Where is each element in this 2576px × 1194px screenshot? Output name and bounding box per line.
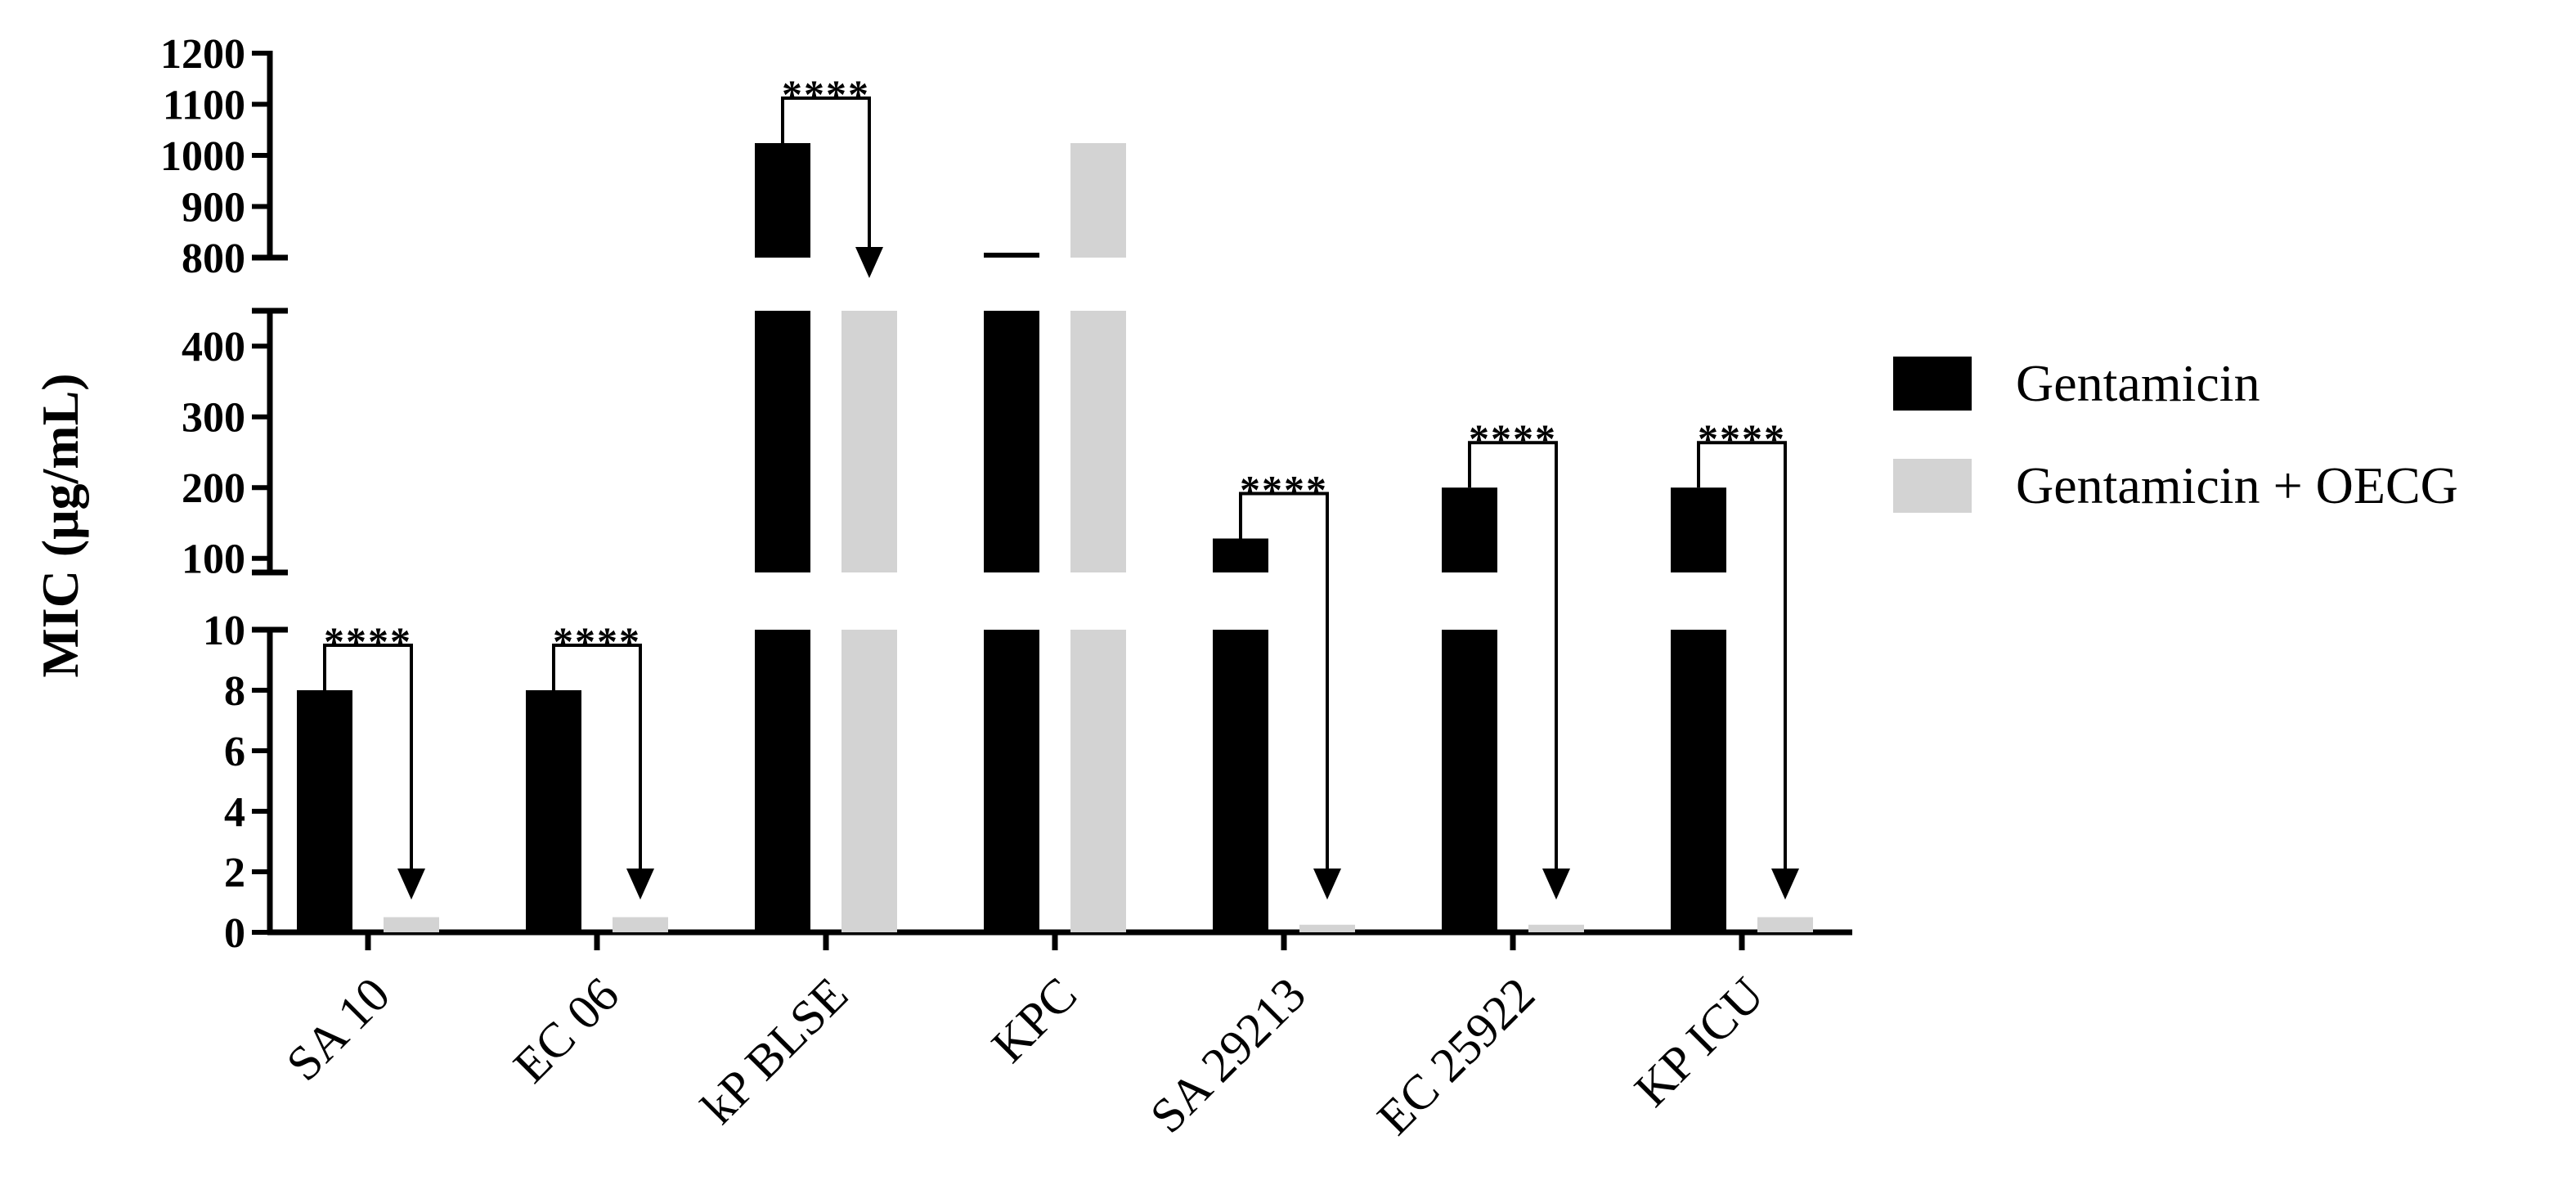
bar-gentamicin-oecg (613, 917, 668, 932)
bar-segment (1671, 630, 1726, 932)
significance-bracket (323, 644, 413, 875)
bar-gentamicin (1213, 538, 1268, 932)
bar-segment (984, 630, 1039, 932)
bar-gentamicin-oecg (841, 311, 897, 932)
bar-segment (1442, 487, 1497, 572)
significance-bracket (552, 644, 642, 875)
bar-segment (613, 917, 668, 932)
y-axis-label: MIC (μg/mL) (31, 373, 89, 677)
significance-stars: **** (1240, 466, 1328, 512)
significance-bracket (1239, 492, 1329, 875)
bar-segment (384, 917, 439, 932)
significance-annotation: **** (323, 618, 425, 900)
legend-label: Gentamicin (2016, 354, 2260, 412)
legend: Gentamicin Gentamicin + OECG (1893, 354, 2458, 514)
significance-annotation: **** (1468, 415, 1570, 900)
y-tick-label: 8 (224, 668, 245, 715)
down-arrow-icon (397, 869, 425, 900)
down-arrow-icon (1542, 869, 1570, 900)
significance-stars: **** (1469, 415, 1557, 461)
y-tick-label: 900 (182, 185, 245, 231)
significance-bracket (781, 97, 871, 254)
significance-bracket (1697, 441, 1787, 875)
significance-stars: **** (324, 618, 412, 664)
y-tick-label: 1200 (160, 31, 245, 78)
bar-gentamicin-oecg (1299, 924, 1355, 932)
bars-layer (297, 143, 1813, 932)
significance-annotation: **** (781, 71, 883, 278)
y-tick-label: 300 (182, 395, 245, 442)
legend-label: Gentamicin + OECG (2016, 456, 2458, 514)
bar-segment (1070, 630, 1126, 932)
bar-segment (841, 311, 897, 572)
legend-swatch-gentamicin (1893, 357, 1972, 411)
y-tick-label: 1100 (163, 83, 245, 129)
bar-segment (1757, 917, 1813, 932)
bar-segment (755, 630, 810, 932)
y-tick-label: 6 (224, 729, 245, 775)
bar-segment (755, 143, 810, 258)
annotations-layer: **** **** **** **** **** **** (323, 71, 1799, 900)
bar-gentamicin-oecg (1070, 143, 1126, 932)
y-tick-label: 200 (182, 465, 245, 512)
significance-annotation: **** (552, 618, 654, 900)
y-tick-label: 1000 (160, 133, 245, 180)
down-arrow-icon (1771, 869, 1799, 900)
significance-stars: **** (553, 618, 641, 664)
down-arrow-icon (626, 869, 654, 900)
significance-annotation: **** (1239, 466, 1341, 900)
bar-gentamicin (755, 143, 810, 932)
significance-bracket (1468, 441, 1558, 875)
bar-gentamicin (984, 253, 1039, 932)
bar-gentamicin-oecg (1528, 924, 1584, 932)
bar-gentamicin-oecg (1757, 917, 1813, 932)
bar-gentamicin (1442, 487, 1497, 932)
y-tick-label: 400 (182, 324, 245, 370)
bar-segment (1442, 630, 1497, 932)
bar-segment (1528, 924, 1584, 932)
significance-annotation: **** (1697, 415, 1799, 900)
bar-segment (841, 630, 897, 932)
bar-segment (1213, 630, 1268, 932)
down-arrow-icon (855, 247, 883, 278)
legend-swatch-gentamicin-oecg (1893, 459, 1972, 513)
bar-segment (984, 253, 1039, 258)
y-tick-label: 100 (182, 536, 245, 583)
bar-gentamicin (297, 690, 352, 932)
bar-segment (526, 690, 581, 932)
bar-segment (1213, 538, 1268, 572)
bar-segment (1070, 143, 1126, 258)
y-tick-label: 800 (182, 236, 245, 282)
bar-gentamicin-oecg (384, 917, 439, 932)
significance-stars: **** (1698, 415, 1786, 461)
bar-segment (755, 311, 810, 572)
bar-gentamicin (526, 690, 581, 932)
y-tick-label: 2 (224, 850, 245, 896)
y-tick-label: 4 (224, 789, 245, 836)
bar-segment (1070, 311, 1126, 572)
bar-gentamicin (1671, 487, 1726, 932)
bar-segment (984, 311, 1039, 572)
y-tick-label: 10 (203, 608, 245, 654)
bar-segment (297, 690, 352, 932)
significance-stars: **** (782, 71, 870, 117)
y-tick-label: 0 (224, 910, 245, 957)
bar-segment (1671, 487, 1726, 572)
down-arrow-icon (1313, 869, 1341, 900)
bar-segment (1299, 924, 1355, 932)
